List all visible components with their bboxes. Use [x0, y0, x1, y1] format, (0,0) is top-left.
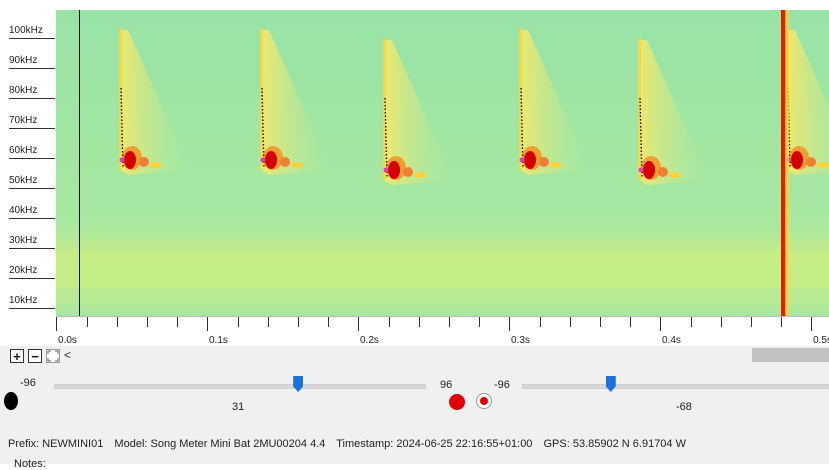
frequency-axis: 100kHz 90kHz 80kHz 70kHz 60kHz 50kHz 40k…: [0, 0, 56, 317]
prefix-text: Prefix: NEWMINI01: [8, 438, 104, 450]
status-bar: Prefix: NEWMINI01 Model: Song Meter Mini…: [0, 428, 829, 470]
spectrogram-image: [56, 10, 829, 316]
model-text: Model: Song Meter Mini Bat 2MU00204 4.4: [114, 438, 326, 450]
slider1-min-label: -96: [20, 377, 36, 389]
gps-text: GPS: 53.85902 N 6.91704 W: [543, 438, 686, 450]
x-tick-label: 0.1s: [209, 335, 228, 346]
x-tick-label: 0.4s: [662, 335, 681, 346]
spectrogram-canvas[interactable]: [56, 10, 829, 316]
slider2-track[interactable]: [522, 384, 829, 389]
black-circle-icon: [4, 392, 18, 410]
slider1-track[interactable]: [54, 384, 426, 389]
y-tick-label: 20kHz: [9, 260, 55, 279]
x-tick-label: 0.5s: [813, 335, 829, 346]
y-tick-label: 50kHz: [9, 170, 55, 189]
slider1-max-label: 96: [440, 379, 453, 391]
zoom-out-button[interactable]: −: [28, 349, 42, 363]
y-tick-label: 70kHz: [9, 110, 55, 129]
y-tick-label: 90kHz: [9, 50, 55, 69]
x-tick-label: 0.0s: [58, 335, 77, 346]
y-tick-label: 40kHz: [9, 200, 55, 219]
minus-box-icon: −: [31, 349, 39, 364]
x-tick-label: 0.3s: [511, 335, 530, 346]
x-tick-label: 0.2s: [360, 335, 379, 346]
slider2-thumb[interactable]: [605, 376, 616, 392]
y-tick-label: 100kHz: [9, 20, 55, 39]
slider2-value: -68: [676, 401, 692, 413]
time-axis: 0.0s 0.1s 0.2s 0.3s 0.4s 0.5s: [56, 316, 829, 347]
gain-controls: -96 31 96 -96 -68: [0, 368, 829, 428]
zoom-toolbar: + − <: [0, 346, 829, 368]
file-metadata: Prefix: NEWMINI01 Model: Song Meter Mini…: [8, 438, 694, 450]
y-tick-label: 30kHz: [9, 230, 55, 249]
y-tick-label: 10kHz: [9, 290, 55, 309]
playback-cursor[interactable]: [79, 10, 80, 316]
fit-box-icon: [47, 350, 59, 362]
zoom-in-button[interactable]: +: [10, 349, 24, 363]
y-tick-label: 60kHz: [9, 140, 55, 159]
plus-box-icon: +: [13, 349, 21, 364]
slider1-thumb[interactable]: [293, 376, 304, 392]
zoom-fit-button[interactable]: [46, 349, 60, 363]
scroll-left-button[interactable]: <: [64, 348, 72, 362]
slider1-value: 31: [232, 401, 245, 413]
notes-label: Notes:: [14, 458, 46, 470]
timestamp-text: Timestamp: 2024-06-25 22:16:55+01:00: [336, 438, 533, 450]
record-button[interactable]: [449, 394, 465, 410]
horizontal-scrollbar-thumb[interactable]: [752, 348, 829, 362]
y-tick-label: 80kHz: [9, 80, 55, 99]
slider2-min-label: -96: [494, 379, 510, 391]
record-target-button[interactable]: [476, 393, 492, 409]
